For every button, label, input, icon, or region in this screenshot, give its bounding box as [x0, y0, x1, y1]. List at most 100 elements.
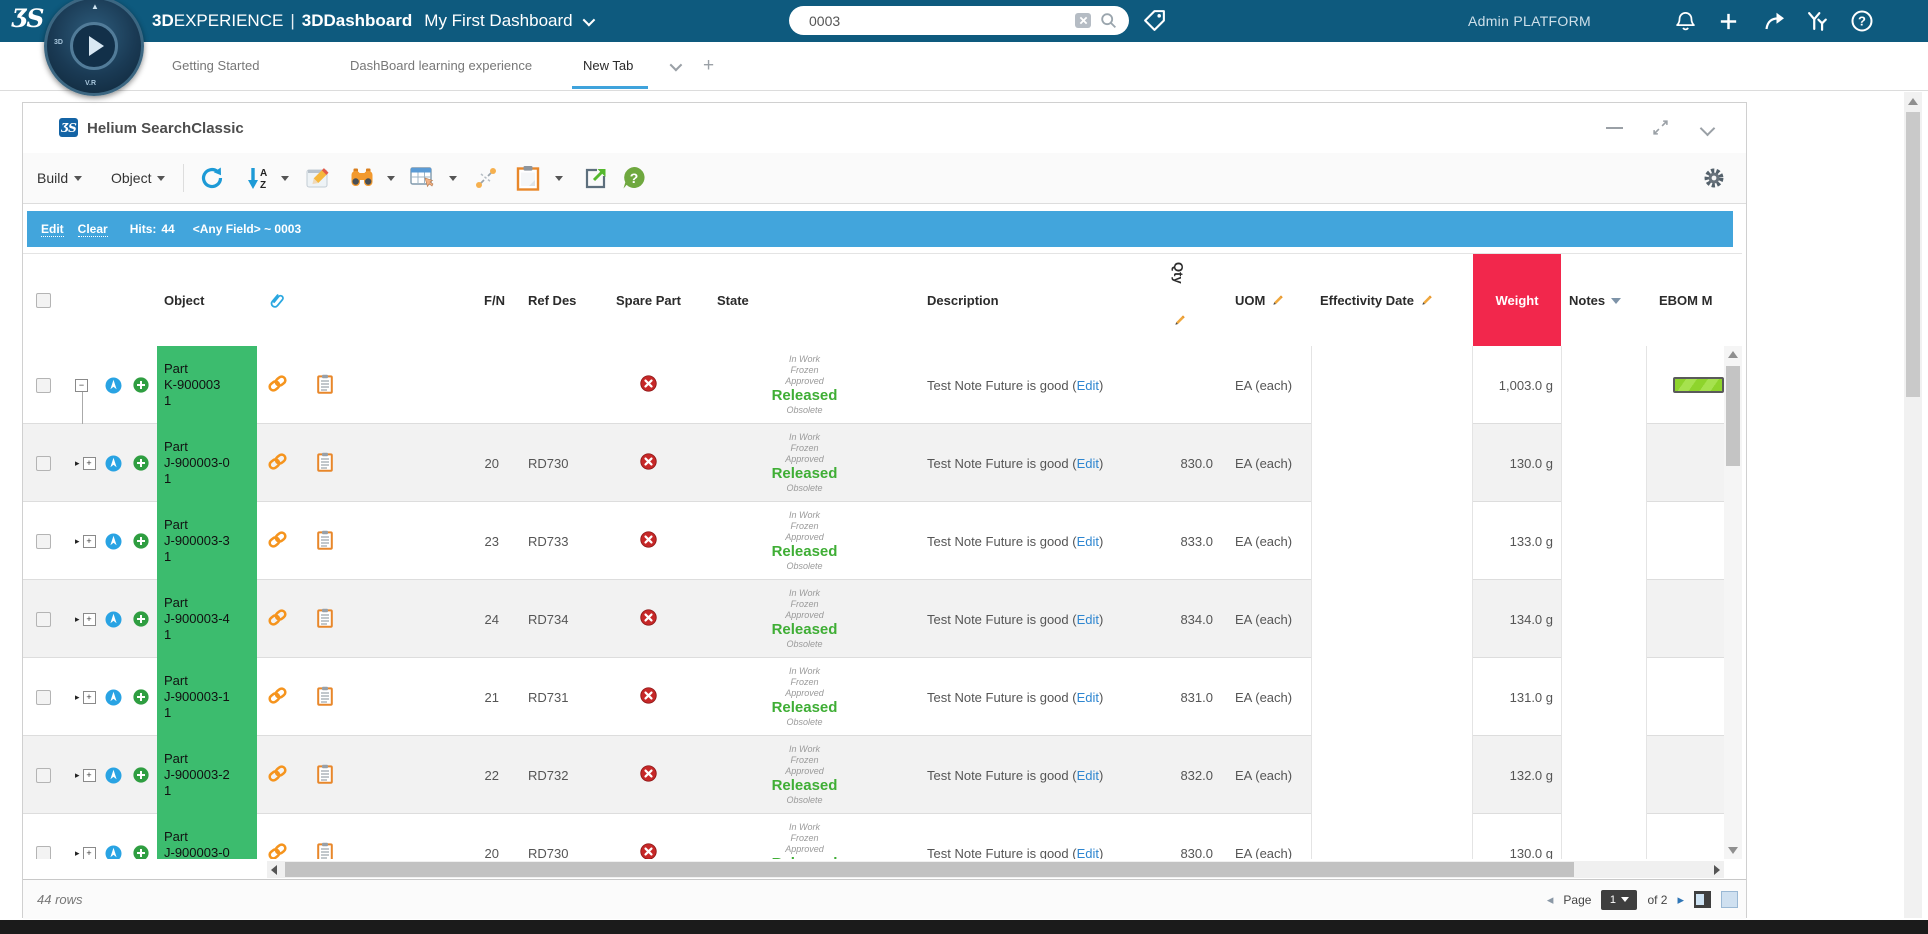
link-icon[interactable] [267, 687, 288, 707]
table-columns-icon[interactable] [409, 165, 435, 191]
clipboard-icon[interactable] [317, 374, 333, 397]
scroll-right-icon[interactable] [1714, 865, 1720, 875]
scroll-up-icon[interactable] [1728, 351, 1738, 358]
filter-edit-link[interactable]: Edit [41, 221, 64, 237]
table-vertical-scrollbar[interactable] [1724, 346, 1742, 859]
link-icon[interactable] [267, 609, 288, 629]
expand-tree-icon[interactable]: + [82, 846, 96, 859]
object-cell[interactable]: Part J-900003-1 1 [157, 658, 257, 736]
edit-description-link[interactable]: Edit [1076, 689, 1100, 705]
link-icon[interactable] [267, 765, 288, 785]
object-cell[interactable]: Part K-900003 1 [157, 346, 257, 424]
dashboard-name[interactable]: My First Dashboard [424, 11, 573, 30]
edit-description-link[interactable]: Edit [1076, 767, 1100, 783]
effectivity-cell[interactable] [1311, 346, 1473, 424]
compact-view-icon[interactable] [1721, 891, 1738, 908]
clipboard-icon[interactable] [515, 165, 541, 191]
window-scroll-up-icon[interactable] [1908, 98, 1918, 105]
notes-cell[interactable] [1561, 502, 1647, 580]
explore-icon[interactable] [105, 845, 122, 859]
expand-tree-icon[interactable]: + [82, 534, 96, 548]
explore-icon[interactable] [105, 767, 122, 784]
break-link-icon[interactable] [473, 165, 499, 191]
object-cell[interactable]: Part J-900003-2 1 [157, 736, 257, 814]
tab-new-tab[interactable]: New Tab [583, 58, 634, 73]
tab-getting-started[interactable]: Getting Started [172, 58, 260, 73]
expand-tree-icon[interactable]: + [82, 690, 96, 704]
row-checkbox[interactable] [35, 767, 51, 783]
compass-widget[interactable]: ▲ 3D V.R [44, 0, 144, 96]
header-uom[interactable]: UOM [1235, 254, 1284, 347]
header-spare-part[interactable]: Spare Part [615, 293, 682, 308]
notes-cell[interactable] [1561, 658, 1647, 736]
tab-dashboard-learning[interactable]: DashBoard learning experience [350, 58, 533, 73]
collapse-tree-icon[interactable]: − [75, 378, 88, 392]
next-page-icon[interactable]: ▸ [1677, 891, 1684, 907]
compass-play-icon[interactable] [70, 22, 118, 70]
add-to-icon[interactable] [133, 455, 149, 471]
header-notes[interactable]: Notes [1569, 254, 1622, 347]
export-icon[interactable] [583, 165, 609, 191]
share-icon[interactable] [1763, 9, 1787, 33]
expand-row-icon[interactable]: ▸ [75, 613, 80, 624]
effectivity-cell[interactable] [1311, 658, 1473, 736]
user-label[interactable]: Admin PLATFORM [1468, 13, 1591, 29]
notes-cell[interactable] [1561, 736, 1647, 814]
add-to-icon[interactable] [133, 767, 149, 783]
expand-tree-icon[interactable]: + [82, 768, 96, 782]
effectivity-cell[interactable] [1311, 736, 1473, 814]
header-state[interactable]: State [717, 293, 749, 308]
clipboard-icon[interactable] [317, 842, 333, 859]
list-view-icon[interactable] [1694, 891, 1711, 908]
edit-description-link[interactable]: Edit [1076, 455, 1100, 471]
notes-cell[interactable] [1561, 580, 1647, 658]
scroll-left-icon[interactable] [271, 865, 277, 875]
minimize-icon[interactable] [1606, 127, 1623, 129]
vertical-scroll-thumb[interactable] [1726, 366, 1740, 466]
effectivity-cell[interactable] [1311, 814, 1473, 859]
effectivity-cell[interactable] [1311, 580, 1473, 658]
header-refdes[interactable]: Ref Des [528, 292, 577, 308]
explore-icon[interactable] [105, 533, 122, 550]
add-tab-button[interactable]: + [703, 54, 715, 76]
object-cell[interactable]: Part J-900003-3 1 [157, 502, 257, 580]
expand-row-icon[interactable]: ▸ [75, 847, 80, 858]
search-icon[interactable] [1099, 11, 1119, 31]
collapse-widget-chevron-icon[interactable] [1699, 120, 1716, 137]
scroll-down-icon[interactable] [1728, 847, 1738, 854]
clipboard-icon[interactable] [317, 452, 333, 475]
add-to-icon[interactable] [133, 533, 149, 549]
table-horizontal-scrollbar[interactable] [267, 861, 1724, 878]
header-weight[interactable]: Weight [1473, 254, 1561, 347]
link-icon[interactable] [267, 531, 288, 551]
page-select[interactable]: 1 [1601, 889, 1638, 910]
find-caret-icon[interactable] [387, 176, 395, 181]
edit-description-link[interactable]: Edit [1076, 611, 1100, 627]
row-checkbox[interactable] [35, 611, 51, 627]
dashboard-menu-chevron-icon[interactable] [582, 13, 595, 26]
add-to-icon[interactable] [133, 845, 149, 859]
notes-dropdown-icon[interactable] [1611, 297, 1622, 304]
clipboard-icon[interactable] [317, 608, 333, 631]
expand-row-icon[interactable]: ▸ [75, 535, 80, 546]
window-scrollbar[interactable] [1904, 92, 1922, 918]
edit-description-link[interactable]: Edit [1076, 377, 1100, 393]
row-checkbox[interactable] [35, 533, 51, 549]
expand-row-icon[interactable]: ▸ [75, 691, 80, 702]
expand-icon[interactable] [1652, 119, 1669, 141]
header-object[interactable]: Object [164, 293, 205, 308]
object-cell[interactable]: Part J-900003-4 1 [157, 580, 257, 658]
header-qty[interactable]: Qty [1171, 262, 1186, 284]
horizontal-scroll-thumb[interactable] [285, 862, 1574, 877]
object-dropdown[interactable]: Object [111, 153, 166, 203]
help-bubble-icon[interactable]: ? [621, 165, 647, 191]
effectivity-cell[interactable] [1311, 502, 1473, 580]
qty-edit-pencil-icon[interactable] [1173, 314, 1186, 327]
expand-row-icon[interactable]: ▸ [75, 769, 80, 780]
expand-tree-icon[interactable]: + [82, 612, 96, 626]
tag-icon[interactable] [1142, 8, 1167, 38]
add-to-icon[interactable] [133, 689, 149, 705]
edit-description-link[interactable]: Edit [1076, 845, 1100, 860]
